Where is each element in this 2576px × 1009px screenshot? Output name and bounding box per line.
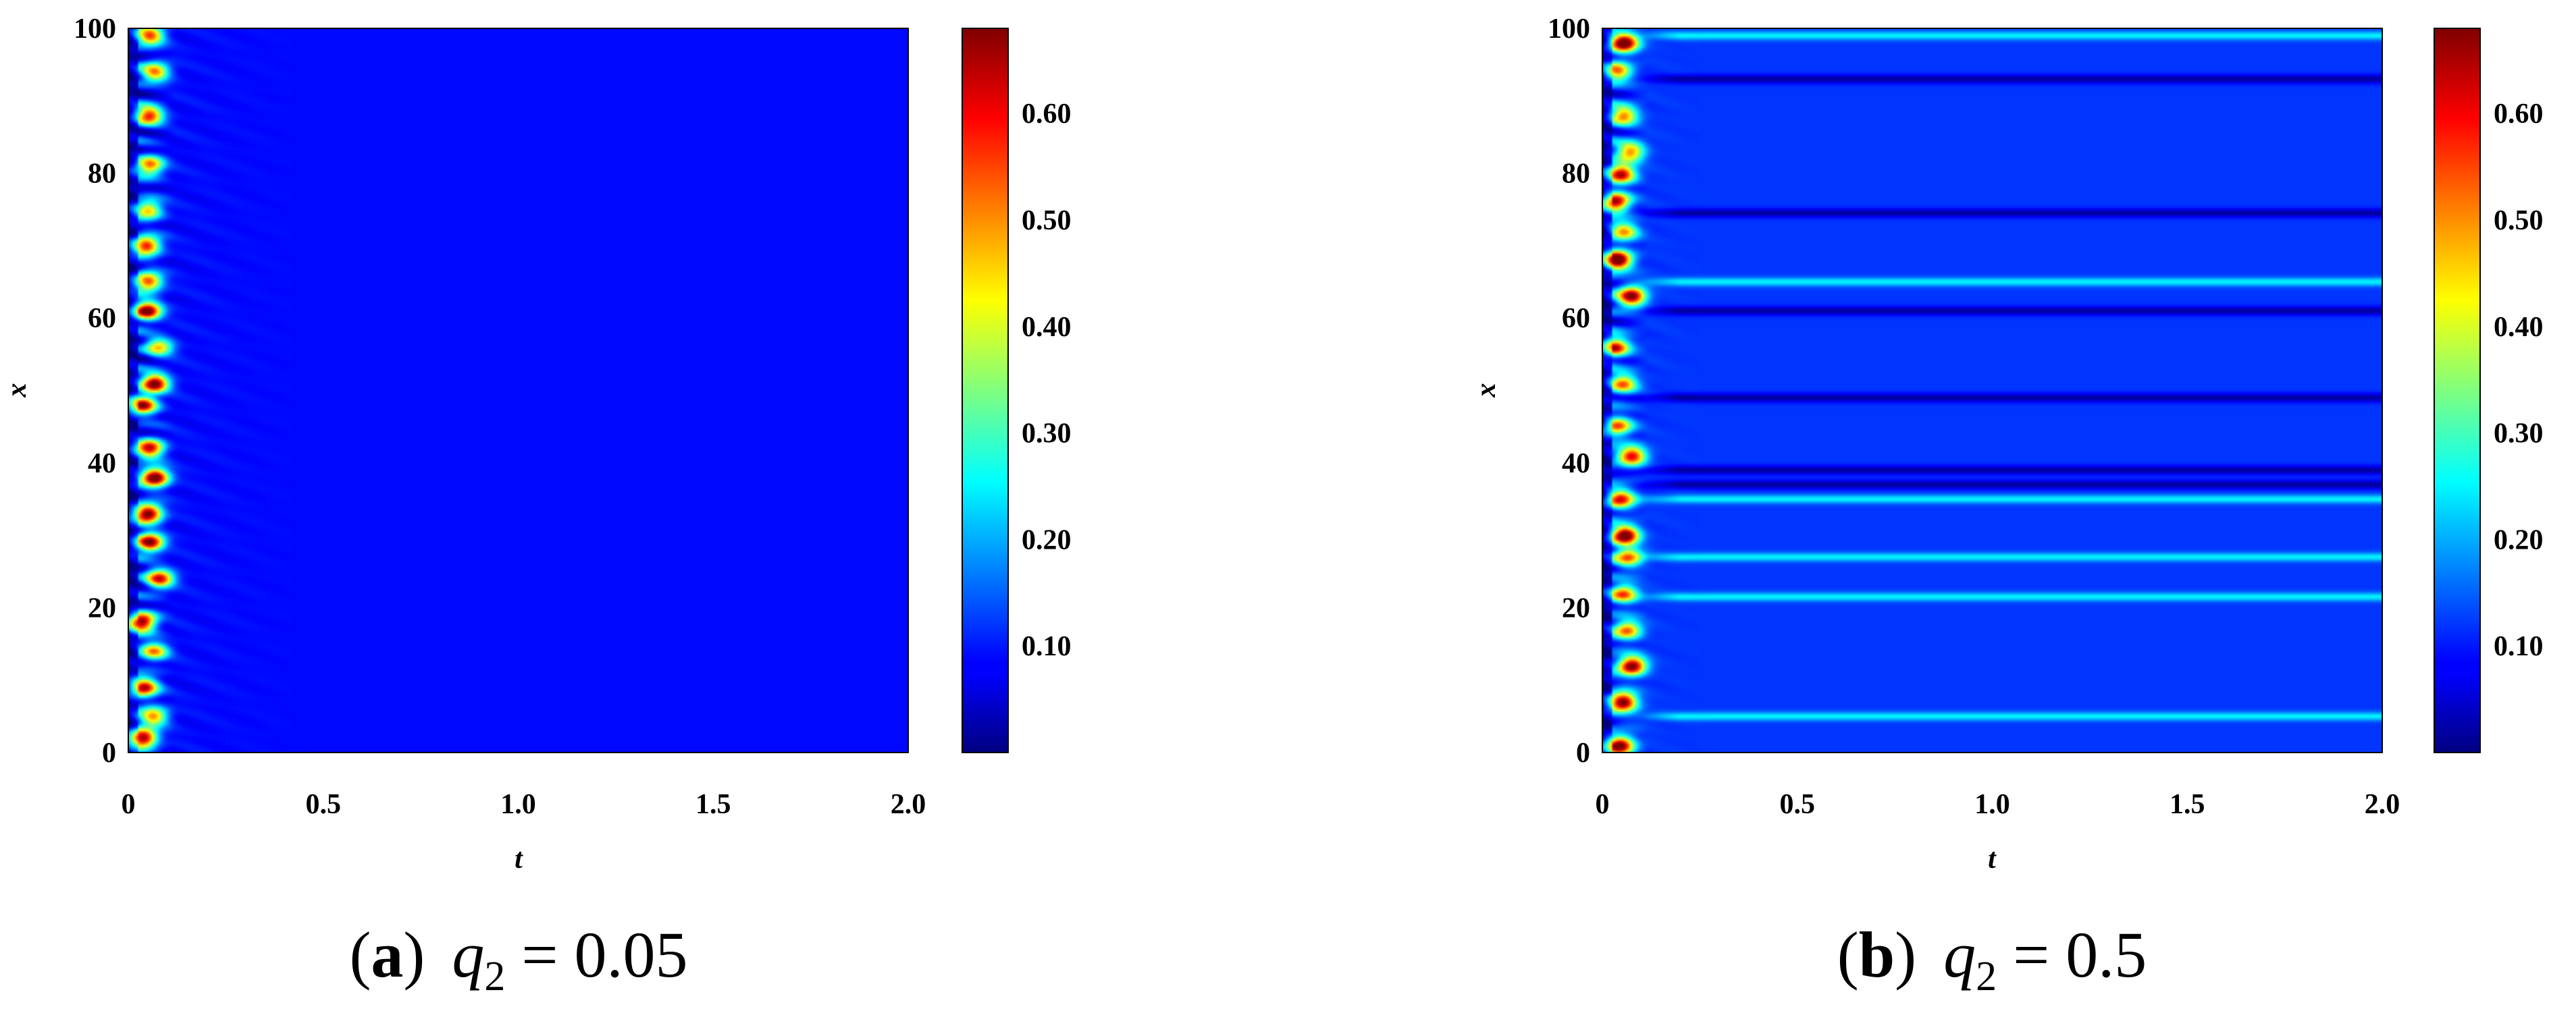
colorbar-tick-label: 0.10 <box>2494 631 2544 662</box>
plot-frame <box>128 28 909 753</box>
y-tick-label: 60 <box>88 303 116 334</box>
y-tick-label: 0 <box>1576 738 1590 769</box>
x-axis-label: t <box>1988 844 1997 875</box>
x-axis: 0 0.5 1.0 1.5 2.0 <box>1596 789 2400 820</box>
colorbar-tick-label: 0.40 <box>2494 312 2544 343</box>
heatmap-image <box>128 28 908 753</box>
plot-frame <box>1602 28 2383 753</box>
panel-caption: (a) q2 = 0.05 <box>349 919 687 1000</box>
y-tick-label: 100 <box>1548 13 1590 45</box>
y-axis-label: x <box>1 383 32 398</box>
x-tick-label: 1.0 <box>500 789 536 820</box>
y-axis: 0 20 40 60 80 100 <box>74 13 116 769</box>
colorbar-tick-label: 0.30 <box>1022 418 1072 449</box>
x-tick-label: 0.5 <box>306 789 342 820</box>
y-tick-label: 20 <box>1562 593 1590 624</box>
y-axis-label: x <box>1471 383 1502 398</box>
colorbar-tick-label: 0.60 <box>1022 99 1072 130</box>
colorbar-tick-label: 0.50 <box>1022 205 1072 236</box>
y-tick-label: 40 <box>1562 448 1590 479</box>
y-tick-label: 60 <box>1562 303 1590 334</box>
x-tick-label: 1.5 <box>695 789 731 820</box>
colorbar-tick-label: 0.10 <box>1022 631 1072 662</box>
y-tick-label: 80 <box>1562 159 1590 190</box>
x-axis-label: t <box>515 844 523 875</box>
colorbar <box>962 28 1009 753</box>
x-tick-label: 1.0 <box>1974 789 2010 820</box>
colorbar-ticks: 0.10 0.20 0.30 0.40 0.50 0.60 <box>2494 99 2544 662</box>
x-axis: 0 0.5 1.0 1.5 2.0 <box>122 789 926 820</box>
colorbar-tick-label: 0.20 <box>1022 524 1072 555</box>
colorbar-ticks: 0.10 0.20 0.30 0.40 0.50 0.60 <box>1022 99 1072 662</box>
y-tick-label: 100 <box>74 13 116 45</box>
panel-caption: (b) q2 = 0.5 <box>1837 919 2147 1000</box>
x-tick-label: 1.5 <box>2170 789 2205 820</box>
x-tick-label: 0 <box>122 789 136 820</box>
x-tick-label: 2.0 <box>891 789 926 820</box>
colorbar-tick-label: 0.40 <box>1022 312 1072 343</box>
y-tick-label: 80 <box>88 159 116 190</box>
colorbar-tick-label: 0.20 <box>2494 524 2544 555</box>
colorbar <box>2434 28 2481 753</box>
x-tick-label: 0 <box>1596 789 1610 820</box>
y-tick-label: 0 <box>102 738 116 769</box>
x-tick-label: 0.5 <box>1780 789 1816 820</box>
heatmap-image <box>1602 28 2382 753</box>
colorbar-tick-label: 0.60 <box>2494 99 2544 130</box>
colorbar-tick-label: 0.30 <box>2494 418 2544 449</box>
y-axis: 0 20 40 60 80 100 <box>1548 13 1590 769</box>
x-tick-label: 2.0 <box>2365 789 2400 820</box>
y-tick-label: 40 <box>88 448 116 479</box>
y-tick-label: 20 <box>88 593 116 624</box>
colorbar-tick-label: 0.50 <box>2494 205 2544 236</box>
